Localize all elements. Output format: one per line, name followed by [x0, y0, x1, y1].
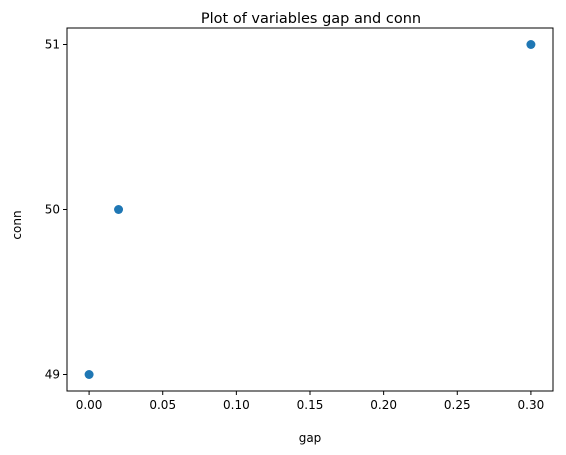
y-tick-label: 49	[45, 368, 60, 382]
x-tick-label: 0.25	[444, 398, 471, 412]
scatter-point	[526, 40, 536, 49]
y-axis: 49 50 51	[45, 38, 67, 382]
chart-title: Plot of variables gap and conn	[201, 11, 421, 27]
x-tick-label: 0.15	[297, 398, 324, 412]
plot-area	[66, 27, 554, 392]
y-tick-label: 51	[45, 38, 60, 52]
x-tick-label: 0.05	[149, 398, 176, 412]
scatter-point	[84, 370, 94, 379]
y-axis-label: conn	[10, 210, 24, 239]
x-axis-label: gap	[299, 431, 322, 445]
data-points	[84, 40, 536, 379]
x-tick-label: 0.00	[76, 398, 103, 412]
x-tick-label: 0.30	[518, 398, 545, 412]
scatter-point	[114, 205, 124, 214]
y-tick-label: 50	[45, 203, 60, 217]
x-tick-label: 0.20	[370, 398, 397, 412]
x-axis: 0.00 0.05 0.10 0.15 0.20 0.25 0.30	[76, 391, 545, 412]
x-tick-label: 0.10	[223, 398, 250, 412]
